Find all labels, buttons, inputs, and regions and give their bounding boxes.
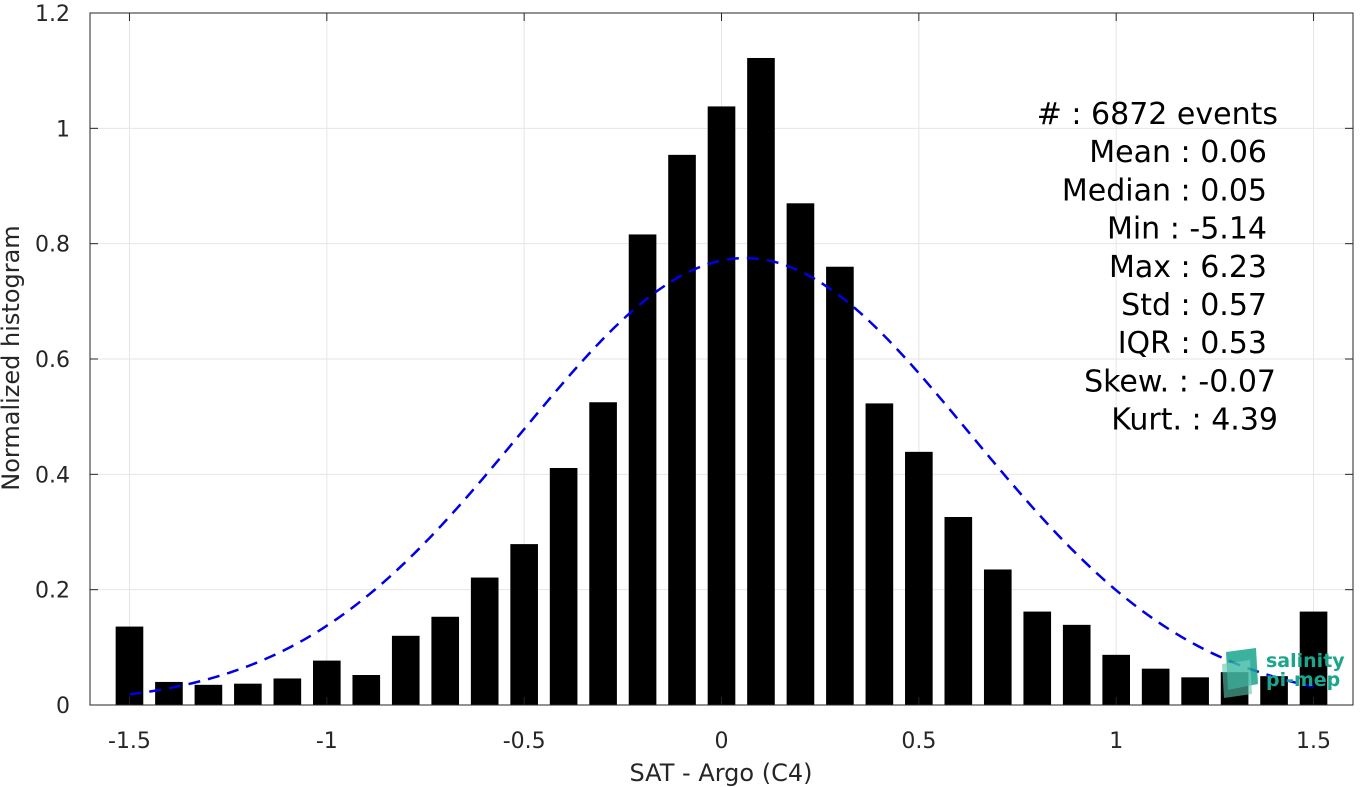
y-tick-label: 0 [56, 694, 70, 719]
x-tick-label: -1.5 [108, 729, 151, 754]
histogram-bar [707, 106, 736, 706]
histogram-bar [115, 626, 144, 705]
histogram-bar [1299, 611, 1328, 705]
histogram-bar [273, 678, 302, 705]
histogram-bar [391, 635, 420, 705]
y-tick-label: 0.8 [35, 233, 70, 258]
y-axis-ticks: 0 0.2 0.4 0.6 0.8 1 1.2 [35, 2, 1353, 719]
y-axis-label: Normalized histogram [0, 225, 25, 490]
histogram-bar [1102, 654, 1131, 705]
histogram-bar [589, 402, 617, 705]
stats-line: Median : 0.05 [1062, 173, 1267, 208]
stats-line: IQR : 0.53 [1118, 326, 1267, 361]
gaussian-fit-curve [129, 256, 1314, 696]
histogram-bar [628, 234, 657, 705]
x-axis-label: SAT - Argo (C4) [630, 759, 813, 787]
histogram-bar [826, 266, 854, 705]
histogram-bar [510, 544, 538, 705]
x-tick-label: 0.5 [901, 729, 936, 754]
logo-text-line2: pi-mep [1266, 669, 1340, 691]
histogram-bar [1181, 677, 1209, 705]
histogram-bar [747, 57, 775, 706]
salinity-pimep-logo: salinity pi-mep [1222, 648, 1345, 698]
y-tick-label: 0.2 [35, 579, 70, 604]
histogram-bar [983, 569, 1012, 705]
logo-text-line1: salinity [1266, 650, 1345, 672]
histogram-bar [1141, 668, 1170, 705]
x-axis-ticks: -1.5 -1 -0.5 0 0.5 1 1.5 [108, 13, 1331, 754]
histogram-bar [549, 467, 578, 705]
histogram-bar [786, 203, 815, 706]
histogram-bar [1260, 676, 1288, 705]
stats-line: Skew. : -0.07 [1084, 364, 1276, 399]
y-tick-label: 1 [56, 117, 70, 142]
stats-line: Std : 0.57 [1121, 288, 1267, 323]
stats-line: Max : 6.23 [1109, 250, 1267, 285]
histogram-bar [905, 451, 933, 705]
x-tick-label: 0 [715, 729, 729, 754]
histogram-bar [470, 577, 499, 705]
x-tick-label: -0.5 [503, 729, 546, 754]
histogram-bar [234, 683, 262, 705]
stats-line: # : 6872 events [1037, 97, 1278, 132]
histogram-bar [944, 517, 973, 705]
histogram-bar [1023, 611, 1052, 705]
y-tick-label: 0.4 [35, 463, 70, 488]
x-tick-label: -1 [316, 729, 338, 754]
histogram-bar [194, 684, 223, 705]
histogram-bar [865, 403, 894, 705]
stats-line: Min : -5.14 [1107, 212, 1267, 247]
x-tick-label: 1.5 [1296, 729, 1331, 754]
stats-line: Kurt. : 4.39 [1111, 403, 1278, 438]
stats-line: Mean : 0.06 [1089, 135, 1267, 170]
histogram-bar [431, 616, 460, 705]
y-tick-label: 1.2 [35, 2, 70, 27]
histogram-bar [1062, 624, 1091, 705]
y-tick-label: 0.6 [35, 348, 70, 373]
histogram-bar [668, 154, 696, 706]
histogram-bar [352, 675, 381, 705]
bars [115, 57, 1328, 706]
logo-icon [1222, 648, 1258, 698]
x-tick-label: 1 [1109, 729, 1123, 754]
